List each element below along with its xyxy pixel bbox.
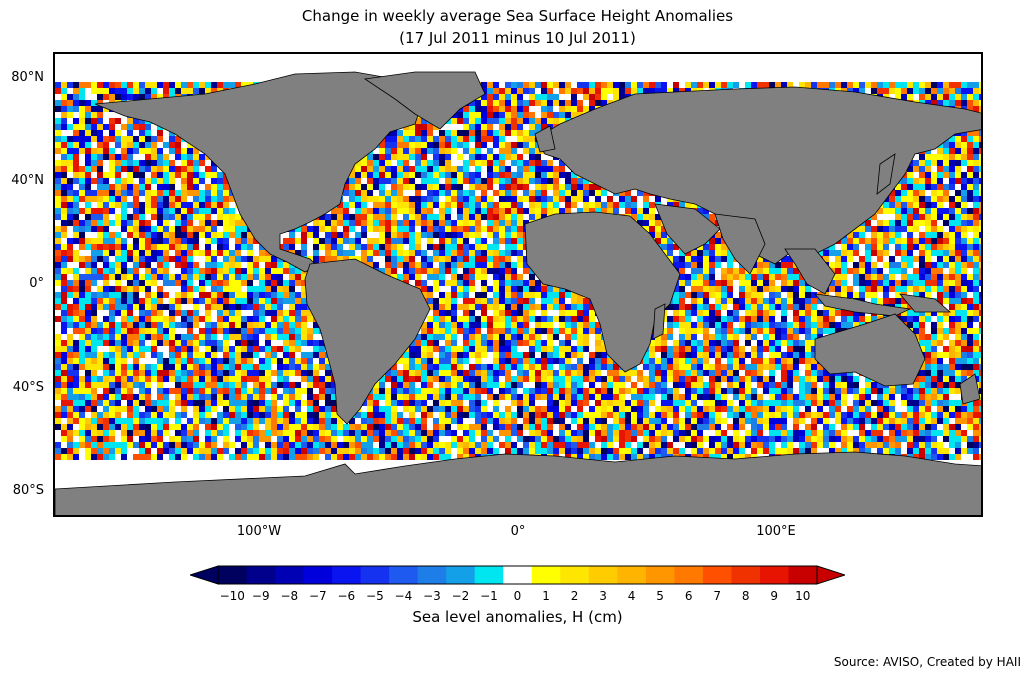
colorbar-segment xyxy=(389,566,419,584)
lat-label-80n: 80°N xyxy=(11,70,44,85)
colorbar-segment xyxy=(617,566,647,584)
lon-label-100e: 100°E xyxy=(756,524,796,539)
colorbar-segment xyxy=(588,566,618,584)
indonesia xyxy=(814,293,912,317)
japan xyxy=(876,153,896,195)
colorbar-tick-label: 8 xyxy=(741,589,750,603)
colorbar-segment xyxy=(303,566,333,584)
colorbar-tick-label: 7 xyxy=(713,589,721,603)
colorbar-tick-label: −9 xyxy=(251,589,270,603)
colorbar-over-arrow xyxy=(816,565,845,585)
colorbar-segment xyxy=(332,566,362,584)
colorbar-outline xyxy=(217,565,818,585)
colorbar-segment xyxy=(417,566,447,584)
british-isles xyxy=(534,125,556,153)
colorbar-tick-label: −2 xyxy=(451,589,470,603)
southeast-asia xyxy=(784,248,836,295)
lat-label-40n: 40°N xyxy=(11,173,44,188)
colorbar-segment xyxy=(531,566,561,584)
colorbar-segment xyxy=(731,566,761,584)
colorbar-segment xyxy=(275,566,305,584)
colorbar-tick-label: −10 xyxy=(219,589,245,603)
colorbar-segment xyxy=(788,566,818,584)
colorbar-label: Sea level anomalies, H (cm) xyxy=(412,608,623,626)
colorbar-segment xyxy=(503,566,533,584)
antarctica xyxy=(55,451,981,515)
colorbar-segment xyxy=(674,566,704,584)
source-credit: Source: AVISO, Created by HAII xyxy=(833,655,1021,669)
colorbar-tick-label: −4 xyxy=(394,589,413,603)
colorbar-tick-label: 4 xyxy=(627,589,636,603)
australia xyxy=(814,313,926,387)
lat-label-40s: 40°S xyxy=(12,380,44,395)
colorbar-segment xyxy=(645,566,675,584)
colorbar-segment xyxy=(560,566,590,584)
new-zealand xyxy=(959,373,981,405)
map-title: Change in weekly average Sea Surface Hei… xyxy=(301,7,734,25)
colorbar-tick-label: 6 xyxy=(684,589,693,603)
colorbar-tick-label: 9 xyxy=(770,589,779,603)
north-america xyxy=(94,71,426,273)
africa xyxy=(524,211,681,373)
colorbar-tick-label: −7 xyxy=(308,589,327,603)
colorbar-under-arrow xyxy=(190,565,219,585)
colorbar-segment xyxy=(360,566,390,584)
colorbar-segment xyxy=(702,566,732,584)
lat-label-equator: 0° xyxy=(29,276,44,291)
colorbar-tick-label: −3 xyxy=(423,589,441,603)
colorbar-segment xyxy=(759,566,789,584)
new-guinea xyxy=(899,293,952,313)
south-america xyxy=(304,258,431,425)
colorbar-tick-label: 10 xyxy=(795,589,811,603)
map-subtitle: (17 Jul 2011 minus 10 Jul 2011) xyxy=(399,29,636,47)
eurasia xyxy=(534,86,981,265)
colorbar-tick-label: 0 xyxy=(513,589,522,603)
colorbar-segment xyxy=(446,566,476,584)
colorbar-tick-label: −1 xyxy=(480,589,498,603)
madagascar xyxy=(652,303,666,340)
colorbar-tick-label: 5 xyxy=(656,589,664,603)
landmass xyxy=(55,71,981,515)
lon-label-100w: 100°W xyxy=(236,524,282,539)
colorbar-tick-label: −8 xyxy=(280,589,299,603)
greenland xyxy=(363,71,486,130)
india xyxy=(714,213,766,275)
lon-label-0: 0° xyxy=(510,524,526,539)
map-panel xyxy=(53,52,983,517)
colorbar-tick-label: 3 xyxy=(599,589,607,603)
lat-label-80s: 80°S xyxy=(12,483,44,498)
sea-level-map xyxy=(55,71,981,515)
arabia xyxy=(654,203,721,255)
colorbar-tick-label: 1 xyxy=(542,589,550,603)
colorbar-segment xyxy=(218,566,248,584)
colorbar-segment xyxy=(474,566,504,584)
colorbar-tick-label: −5 xyxy=(366,589,384,603)
colorbar-tick-label: −6 xyxy=(337,589,356,603)
colorbar-segment xyxy=(246,566,276,584)
colorbar-tick-label: 2 xyxy=(570,589,579,603)
colorbar xyxy=(190,565,845,585)
